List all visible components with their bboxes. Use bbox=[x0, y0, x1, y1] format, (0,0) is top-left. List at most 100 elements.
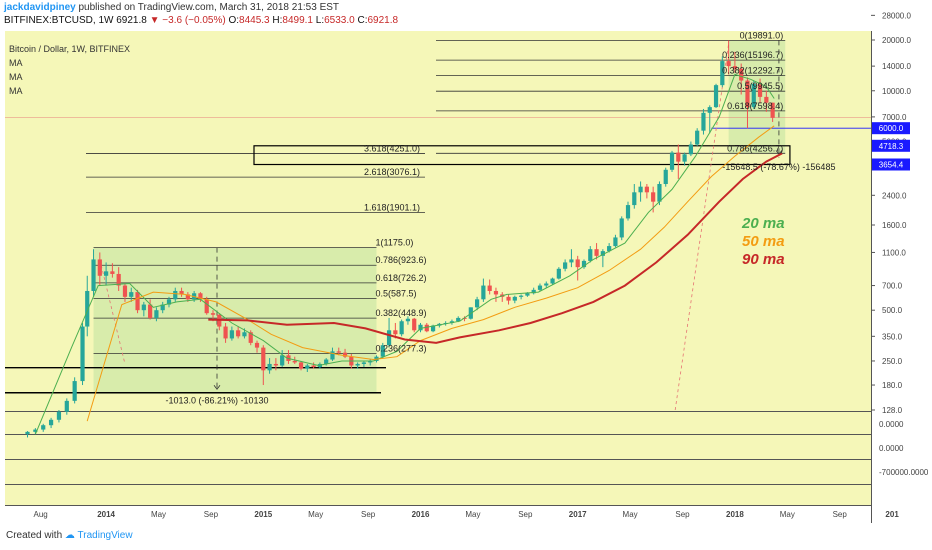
candle-body bbox=[537, 285, 543, 290]
price-tag-label: 4718.3 bbox=[879, 142, 904, 151]
candle-body bbox=[688, 144, 693, 155]
fib-zone-2018 bbox=[728, 40, 786, 154]
candle-body bbox=[41, 425, 46, 430]
candle-body bbox=[242, 332, 247, 337]
moving-averages bbox=[34, 73, 783, 435]
candle-body bbox=[185, 294, 190, 300]
open-value: 8445.3 bbox=[239, 15, 270, 26]
last-price: 6921.8 bbox=[116, 15, 147, 26]
candle-body bbox=[248, 332, 253, 343]
candle-body bbox=[493, 290, 499, 295]
legend-ma-1[interactable]: MA bbox=[9, 58, 23, 68]
candle-body bbox=[544, 283, 549, 286]
y-tick-label: 2400.0 bbox=[882, 191, 907, 200]
x-tick-label: May bbox=[308, 510, 323, 519]
legend-ma-3[interactable]: MA bbox=[9, 86, 23, 96]
y-tick-label: 1100.0 bbox=[882, 248, 906, 257]
ma-label: 20 ma bbox=[741, 215, 785, 232]
candle-body bbox=[210, 313, 216, 315]
candle-body bbox=[581, 260, 587, 268]
candle-body bbox=[701, 112, 706, 131]
low-label: L: bbox=[315, 15, 325, 26]
support-box-2018 bbox=[253, 145, 791, 166]
candle-body bbox=[204, 299, 209, 314]
candle-body bbox=[569, 259, 574, 263]
symbol-name: BITFINEX:BTCUSD, 1W bbox=[4, 15, 114, 26]
candle-body bbox=[311, 365, 316, 368]
candle-body bbox=[757, 83, 763, 97]
x-tick-label: Aug bbox=[33, 510, 47, 519]
candle-body bbox=[72, 381, 77, 401]
candle-body bbox=[173, 290, 178, 300]
price-change: −3.6 (−0.05%) bbox=[162, 15, 226, 26]
candle-body bbox=[198, 293, 203, 300]
author-name[interactable]: jackdavidpiney bbox=[4, 2, 76, 13]
y-tick-label: 1600.0 bbox=[882, 221, 907, 230]
candle-body bbox=[600, 251, 605, 256]
candle-body bbox=[651, 192, 656, 202]
indicator-pane-2[interactable] bbox=[5, 435, 871, 459]
indicator-pane-1[interactable] bbox=[5, 412, 871, 434]
candle-body bbox=[481, 285, 486, 300]
candle-body bbox=[33, 429, 38, 432]
publish-info: jackdavidpiney published on TradingView.… bbox=[4, 2, 339, 13]
down-arrow-icon: ▼ bbox=[149, 15, 160, 26]
legend-title: Bitcoin / Dollar, 1W, BITFINEX bbox=[9, 44, 130, 54]
candle-body bbox=[632, 192, 637, 206]
x-tick-label: Sep bbox=[361, 510, 376, 519]
candle-body bbox=[129, 292, 134, 297]
extension-label: 2.618(3076.1) bbox=[364, 167, 420, 177]
time-axis[interactable] bbox=[5, 505, 871, 523]
candle-body bbox=[148, 304, 153, 318]
x-tick-label: 2017 bbox=[569, 510, 587, 519]
candle-body bbox=[531, 289, 536, 294]
candle-body bbox=[487, 285, 492, 291]
candle-body bbox=[474, 299, 480, 308]
footer-brand[interactable]: TradingView bbox=[77, 530, 133, 541]
x-tick-label: May bbox=[780, 510, 795, 519]
candle-body bbox=[739, 68, 744, 81]
candle-body bbox=[361, 362, 367, 364]
measure-label-2018: -15648.5 (-78.67%) -156485 bbox=[722, 162, 835, 172]
candle-body bbox=[424, 324, 429, 332]
candle-body bbox=[292, 360, 297, 363]
candle-body bbox=[336, 351, 341, 353]
candle-body bbox=[386, 330, 392, 346]
candle-body bbox=[707, 107, 712, 113]
candle-body bbox=[116, 273, 121, 286]
measure-arrow-2014 bbox=[213, 384, 221, 390]
candle-body bbox=[430, 325, 436, 332]
candle-body bbox=[110, 271, 115, 274]
y-tick-label: 28000.0 bbox=[882, 11, 911, 20]
y-tick-label: 500.0 bbox=[882, 306, 903, 315]
drawing-labels: 0(19891.0) 0.236(15196.7) 0.382(12292.7) 0.… bbox=[165, 30, 835, 405]
candle-body bbox=[695, 130, 700, 145]
indicator-pane-3[interactable] bbox=[5, 460, 871, 484]
legend-ma-2[interactable]: MA bbox=[9, 72, 23, 82]
candle-body bbox=[525, 293, 530, 296]
price-tag-label: 3654.4 bbox=[879, 161, 904, 170]
x-tick-label: May bbox=[465, 510, 480, 519]
candle-body bbox=[575, 259, 580, 268]
price-tag-box bbox=[872, 158, 910, 171]
candle-body bbox=[141, 304, 146, 311]
high-label: H: bbox=[272, 15, 283, 26]
y-axis-ticks: 28000.020000.014000.010000.07000.05000.0… bbox=[871, 11, 929, 477]
candle-body bbox=[342, 352, 348, 357]
y-tick-label: 250.0 bbox=[882, 357, 903, 366]
y-tick-label: 7000.0 bbox=[882, 113, 907, 122]
candle-body bbox=[563, 262, 568, 269]
candle-body bbox=[236, 330, 241, 337]
candle-body bbox=[229, 330, 234, 339]
candle-body bbox=[91, 259, 96, 291]
y-tick-label: 10000.0 bbox=[882, 87, 911, 96]
x-tick-label: May bbox=[623, 510, 638, 519]
close-value: 6921.8 bbox=[367, 15, 399, 26]
candle-body bbox=[745, 80, 750, 108]
candle-body bbox=[166, 299, 172, 305]
ma-20-line bbox=[34, 73, 775, 435]
indicator-pane-4[interactable] bbox=[5, 485, 871, 505]
footer-created-with: Created with bbox=[6, 530, 63, 541]
price-axis[interactable] bbox=[871, 31, 932, 505]
